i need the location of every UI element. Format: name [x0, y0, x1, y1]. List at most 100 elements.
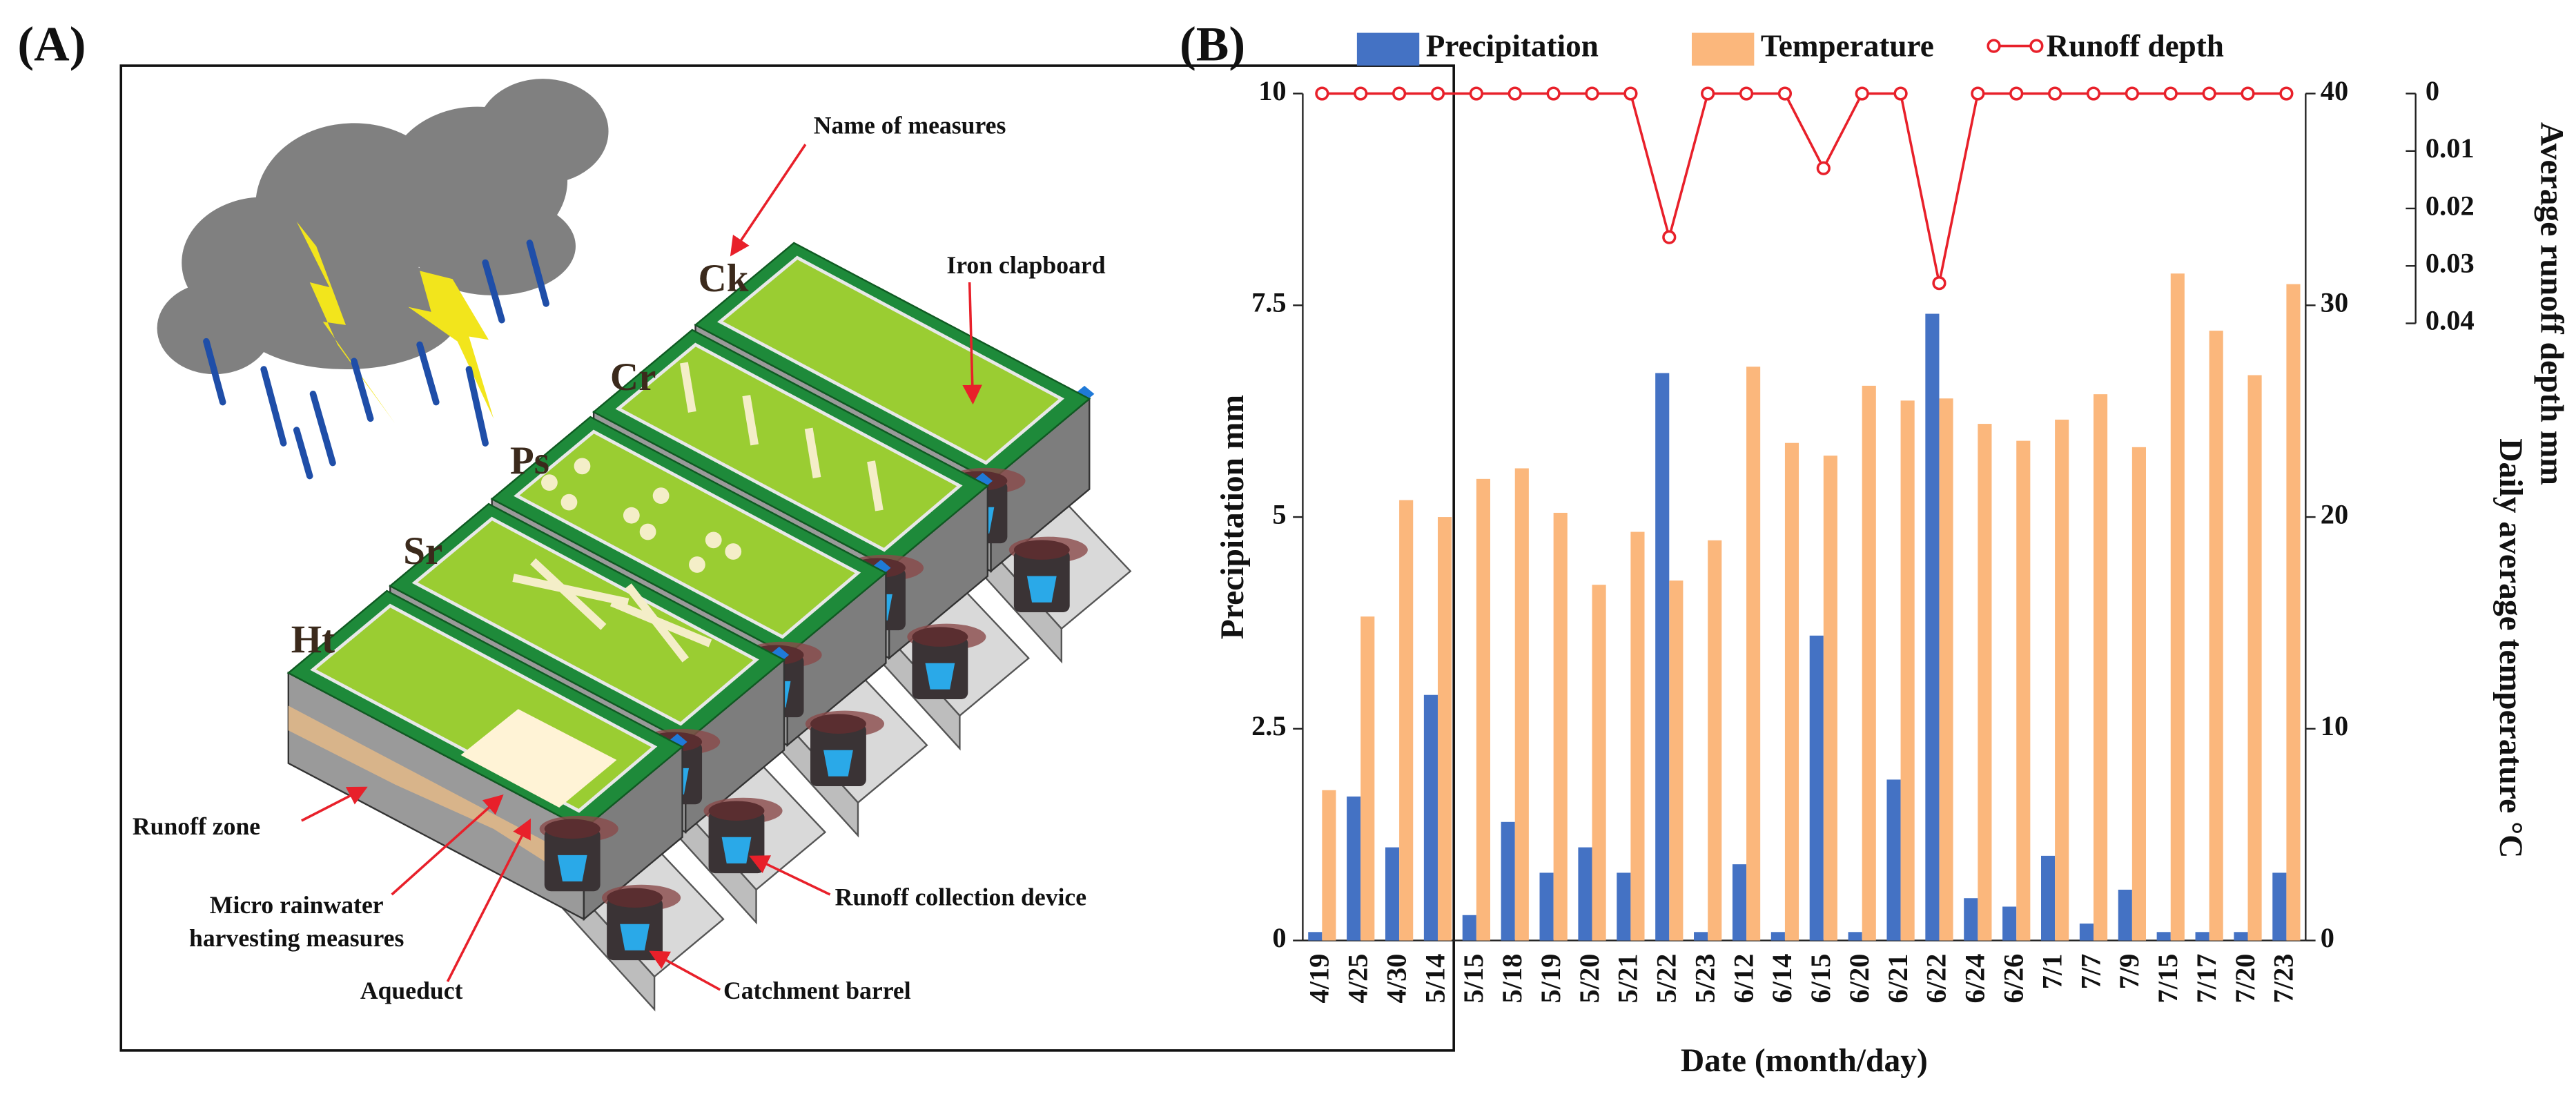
x-tick-label: 5/22 [1651, 954, 1682, 1004]
bar [1360, 616, 1375, 941]
x-tick-label: 7/23 [2268, 954, 2299, 1004]
bar [1746, 367, 1761, 941]
bar [1886, 779, 1901, 941]
bar [2272, 872, 2287, 941]
pattern [623, 507, 640, 524]
y3-axis-title: Average runoff depth mm [2533, 122, 2569, 485]
bar [1501, 821, 1515, 941]
arrow [749, 855, 831, 896]
measure-name: Sr [403, 529, 442, 573]
point [1855, 86, 1869, 101]
y3-tick-label: 0.02 [2426, 190, 2475, 221]
measure-name: Ps [510, 439, 549, 482]
bar [2131, 447, 2146, 941]
x-tick-label: 5/18 [1496, 954, 1528, 1004]
barrel-top [708, 801, 765, 821]
x-tick-label: 6/26 [1998, 954, 2029, 1004]
x-tick-label: 5/15 [1458, 954, 1489, 1004]
x-tick-label: 6/12 [1728, 954, 1759, 1004]
point [2125, 86, 2139, 101]
point [2048, 86, 2062, 101]
legend-swatch [1356, 32, 1420, 66]
annotation: Runoff collection device [835, 883, 1086, 910]
point [1662, 230, 1677, 244]
bar [1939, 398, 1953, 941]
point [1701, 86, 1715, 101]
point [1430, 86, 1445, 101]
pattern [680, 362, 696, 413]
annotation: Name of measures [814, 112, 1006, 139]
annotation: Iron clapboard [946, 251, 1105, 279]
y2-tick-label: 40 [2321, 75, 2348, 106]
barrel-top [1013, 540, 1070, 560]
bar [1399, 500, 1414, 941]
x-tick-label: 5/19 [1535, 954, 1566, 1004]
point [2163, 86, 2178, 101]
arrow [301, 786, 368, 822]
legend-label: Runoff depth [2047, 29, 2224, 64]
bar [1322, 790, 1336, 941]
y-tick-label: 5 [1272, 498, 1286, 529]
bar [1347, 796, 1361, 941]
annotation: harvesting measures [189, 924, 404, 952]
x-tick-label: 6/24 [1960, 954, 1991, 1004]
legend-swatch [2029, 39, 2044, 53]
plot-surface [514, 429, 861, 639]
bar [1809, 635, 1824, 941]
bucket [721, 837, 752, 863]
bar [2209, 331, 2223, 941]
bar [1823, 456, 1837, 941]
point [1507, 86, 1522, 101]
point [1585, 86, 1599, 101]
pattern [574, 458, 591, 475]
pattern [512, 558, 712, 663]
point [2241, 86, 2255, 101]
bar [1708, 540, 1722, 941]
bar [2234, 932, 2248, 941]
panel-label: (A) [17, 17, 86, 72]
point [1354, 86, 1368, 101]
measure-name: Cr [610, 355, 656, 399]
bar [2093, 394, 2108, 941]
arrow [391, 794, 504, 896]
bar [1900, 400, 1915, 941]
y2-tick-label: 0 [2321, 922, 2334, 953]
bucket [1026, 576, 1057, 603]
bar [2040, 855, 2056, 941]
bar [2170, 273, 2185, 941]
pattern [560, 494, 578, 511]
point [2279, 86, 2294, 101]
legend-label: Temperature [1761, 29, 1934, 64]
point [2009, 86, 2024, 101]
bar [1514, 468, 1529, 941]
x-tick-label: 5/14 [1419, 954, 1450, 1004]
panel-label: (B) [1180, 17, 1245, 72]
pattern [639, 523, 656, 540]
x-tick-label: 7/20 [2229, 954, 2261, 1004]
measure-name: Ck [698, 257, 748, 300]
x-tick-label: 6/15 [1805, 954, 1836, 1004]
point [2086, 86, 2101, 101]
plot-surface [411, 516, 759, 726]
annotation: Micro rainwater [210, 891, 384, 919]
y3-tick-label: 0.03 [2426, 248, 2475, 279]
rain [203, 240, 549, 480]
point [1739, 86, 1754, 101]
point [1392, 86, 1407, 101]
y2-tick-label: 30 [2321, 287, 2348, 318]
bar [1770, 932, 1785, 941]
x-tick-label: 6/20 [1844, 954, 1875, 1004]
pattern [742, 395, 759, 446]
arrow [962, 282, 983, 405]
bar [2247, 375, 2262, 941]
bar [1655, 373, 1670, 941]
x-tick-label: 6/21 [1882, 954, 1913, 1004]
bar [2002, 906, 2017, 941]
y3-tick-label: 0.04 [2426, 305, 2475, 336]
bucket [925, 663, 955, 690]
y-tick-label: 2.5 [1251, 710, 1287, 741]
bar [1385, 847, 1400, 941]
bar [1617, 872, 1631, 941]
x-tick-label: 7/9 [2114, 954, 2145, 990]
